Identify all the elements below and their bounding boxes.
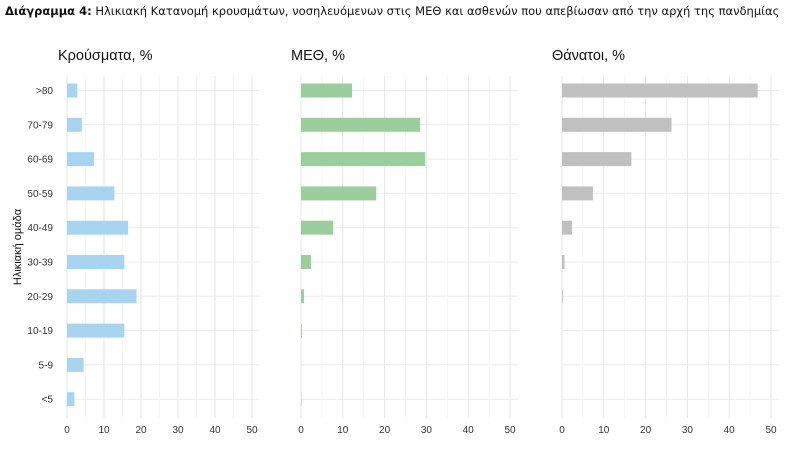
chart-caption: Διάγραμμα 4: Ηλικιακή Κατανομή κρουσμάτω… <box>5 4 779 18</box>
y-tick-label: 10-19 <box>27 326 53 337</box>
y-tick-label: 20-29 <box>27 292 53 303</box>
bar-2-2 <box>562 152 632 167</box>
bar-1-1 <box>301 117 421 132</box>
x-tick-label: 10 <box>598 425 610 436</box>
bar-0-2 <box>67 152 95 167</box>
bar-2-5 <box>562 255 565 269</box>
panel-title: ΜΕΘ, % <box>291 48 345 64</box>
x-tick-label: 0 <box>559 425 565 436</box>
x-tick-label: 20 <box>379 425 391 436</box>
bar-0-9 <box>67 392 75 407</box>
bar-2-6 <box>562 289 563 304</box>
y-tick-label: <5 <box>42 395 54 406</box>
bar-1-0 <box>301 83 352 98</box>
bar-0-4 <box>67 220 129 235</box>
x-tick-label: 20 <box>135 425 147 436</box>
x-tick-label: 30 <box>421 425 433 436</box>
panel-title: Κρούσματα, % <box>58 48 153 64</box>
bar-0-8 <box>67 357 84 372</box>
y-tick-label: 60-69 <box>27 155 53 166</box>
caption-prefix: Διάγραμμα 4: <box>5 4 92 18</box>
bar-1-6 <box>301 289 304 304</box>
bar-1-4 <box>301 220 334 235</box>
y-tick-label: 5-9 <box>39 360 54 371</box>
bar-1-7 <box>301 323 302 338</box>
caption-text: Ηλικιακή Κατανομή κρουσμάτων, νοσηλευόμε… <box>95 4 780 18</box>
x-tick-label: 30 <box>172 425 184 436</box>
panel-title: Θάνατοι, % <box>552 48 625 64</box>
x-tick-label: 50 <box>765 425 777 436</box>
bar-2-1 <box>562 117 672 132</box>
x-tick-label: 40 <box>209 425 221 436</box>
bar-2-0 <box>562 83 758 98</box>
x-tick-label: 50 <box>246 425 258 436</box>
y-tick-label: 30-39 <box>27 258 53 269</box>
bar-0-0 <box>67 83 78 98</box>
bar-0-1 <box>67 117 82 132</box>
bar-1-3 <box>301 186 377 201</box>
bar-2-4 <box>562 220 573 235</box>
x-tick-label: 50 <box>504 425 516 436</box>
bar-1-2 <box>301 152 426 167</box>
x-tick-label: 10 <box>337 425 349 436</box>
y-tick-label: 40-49 <box>27 223 53 234</box>
bar-1-5 <box>301 255 312 269</box>
y-axis-label: Ηλικιακή ομάδα <box>12 208 24 285</box>
x-tick-label: 20 <box>640 425 652 436</box>
bar-0-7 <box>67 323 125 338</box>
x-tick-label: 0 <box>298 425 304 436</box>
bar-0-6 <box>67 289 137 304</box>
y-tick-label: 70-79 <box>27 120 53 131</box>
bar-0-3 <box>67 186 115 201</box>
bar-2-3 <box>562 186 593 201</box>
y-tick-label: >80 <box>36 86 53 97</box>
x-tick-label: 30 <box>682 425 694 436</box>
x-tick-label: 0 <box>64 425 70 436</box>
bar-0-5 <box>67 255 125 269</box>
x-tick-label: 40 <box>463 425 475 436</box>
x-tick-label: 40 <box>724 425 736 436</box>
y-tick-label: 50-59 <box>27 189 53 200</box>
x-tick-label: 10 <box>98 425 110 436</box>
